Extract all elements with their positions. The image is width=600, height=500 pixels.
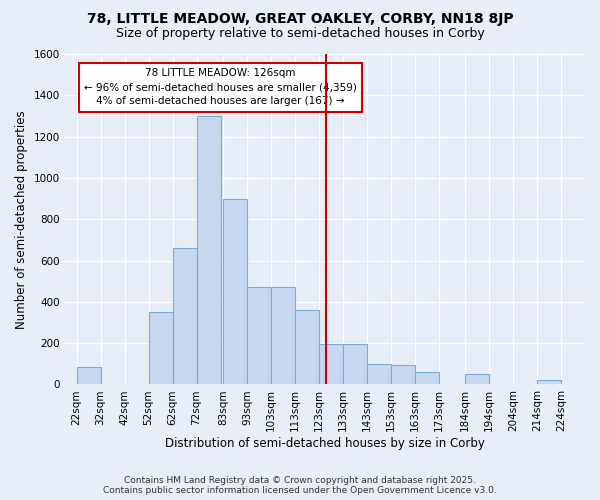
Text: Size of property relative to semi-detached houses in Corby: Size of property relative to semi-detach… (116, 28, 484, 40)
Bar (391, 365, 415, 384)
Bar (319, 344, 343, 385)
Bar (415, 372, 439, 384)
Bar (223, 198, 247, 384)
Bar (343, 344, 367, 385)
Text: 78, LITTLE MEADOW, GREAT OAKLEY, CORBY, NN18 8JP: 78, LITTLE MEADOW, GREAT OAKLEY, CORBY, … (86, 12, 514, 26)
Bar (173, 248, 197, 384)
Bar (247, 288, 271, 384)
Bar (77, 367, 101, 384)
X-axis label: Distribution of semi-detached houses by size in Corby: Distribution of semi-detached houses by … (165, 437, 485, 450)
Y-axis label: Number of semi-detached properties: Number of semi-detached properties (15, 110, 28, 328)
Bar (465, 374, 489, 384)
Text: Contains HM Land Registry data © Crown copyright and database right 2025.
Contai: Contains HM Land Registry data © Crown c… (103, 476, 497, 495)
Bar (149, 312, 173, 384)
Bar (197, 116, 221, 384)
Bar (271, 288, 295, 384)
Bar (367, 364, 391, 384)
Text: 78 LITTLE MEADOW: 126sqm
← 96% of semi-detached houses are smaller (4,359)
4% of: 78 LITTLE MEADOW: 126sqm ← 96% of semi-d… (84, 68, 357, 106)
Bar (537, 380, 561, 384)
Bar (295, 310, 319, 384)
